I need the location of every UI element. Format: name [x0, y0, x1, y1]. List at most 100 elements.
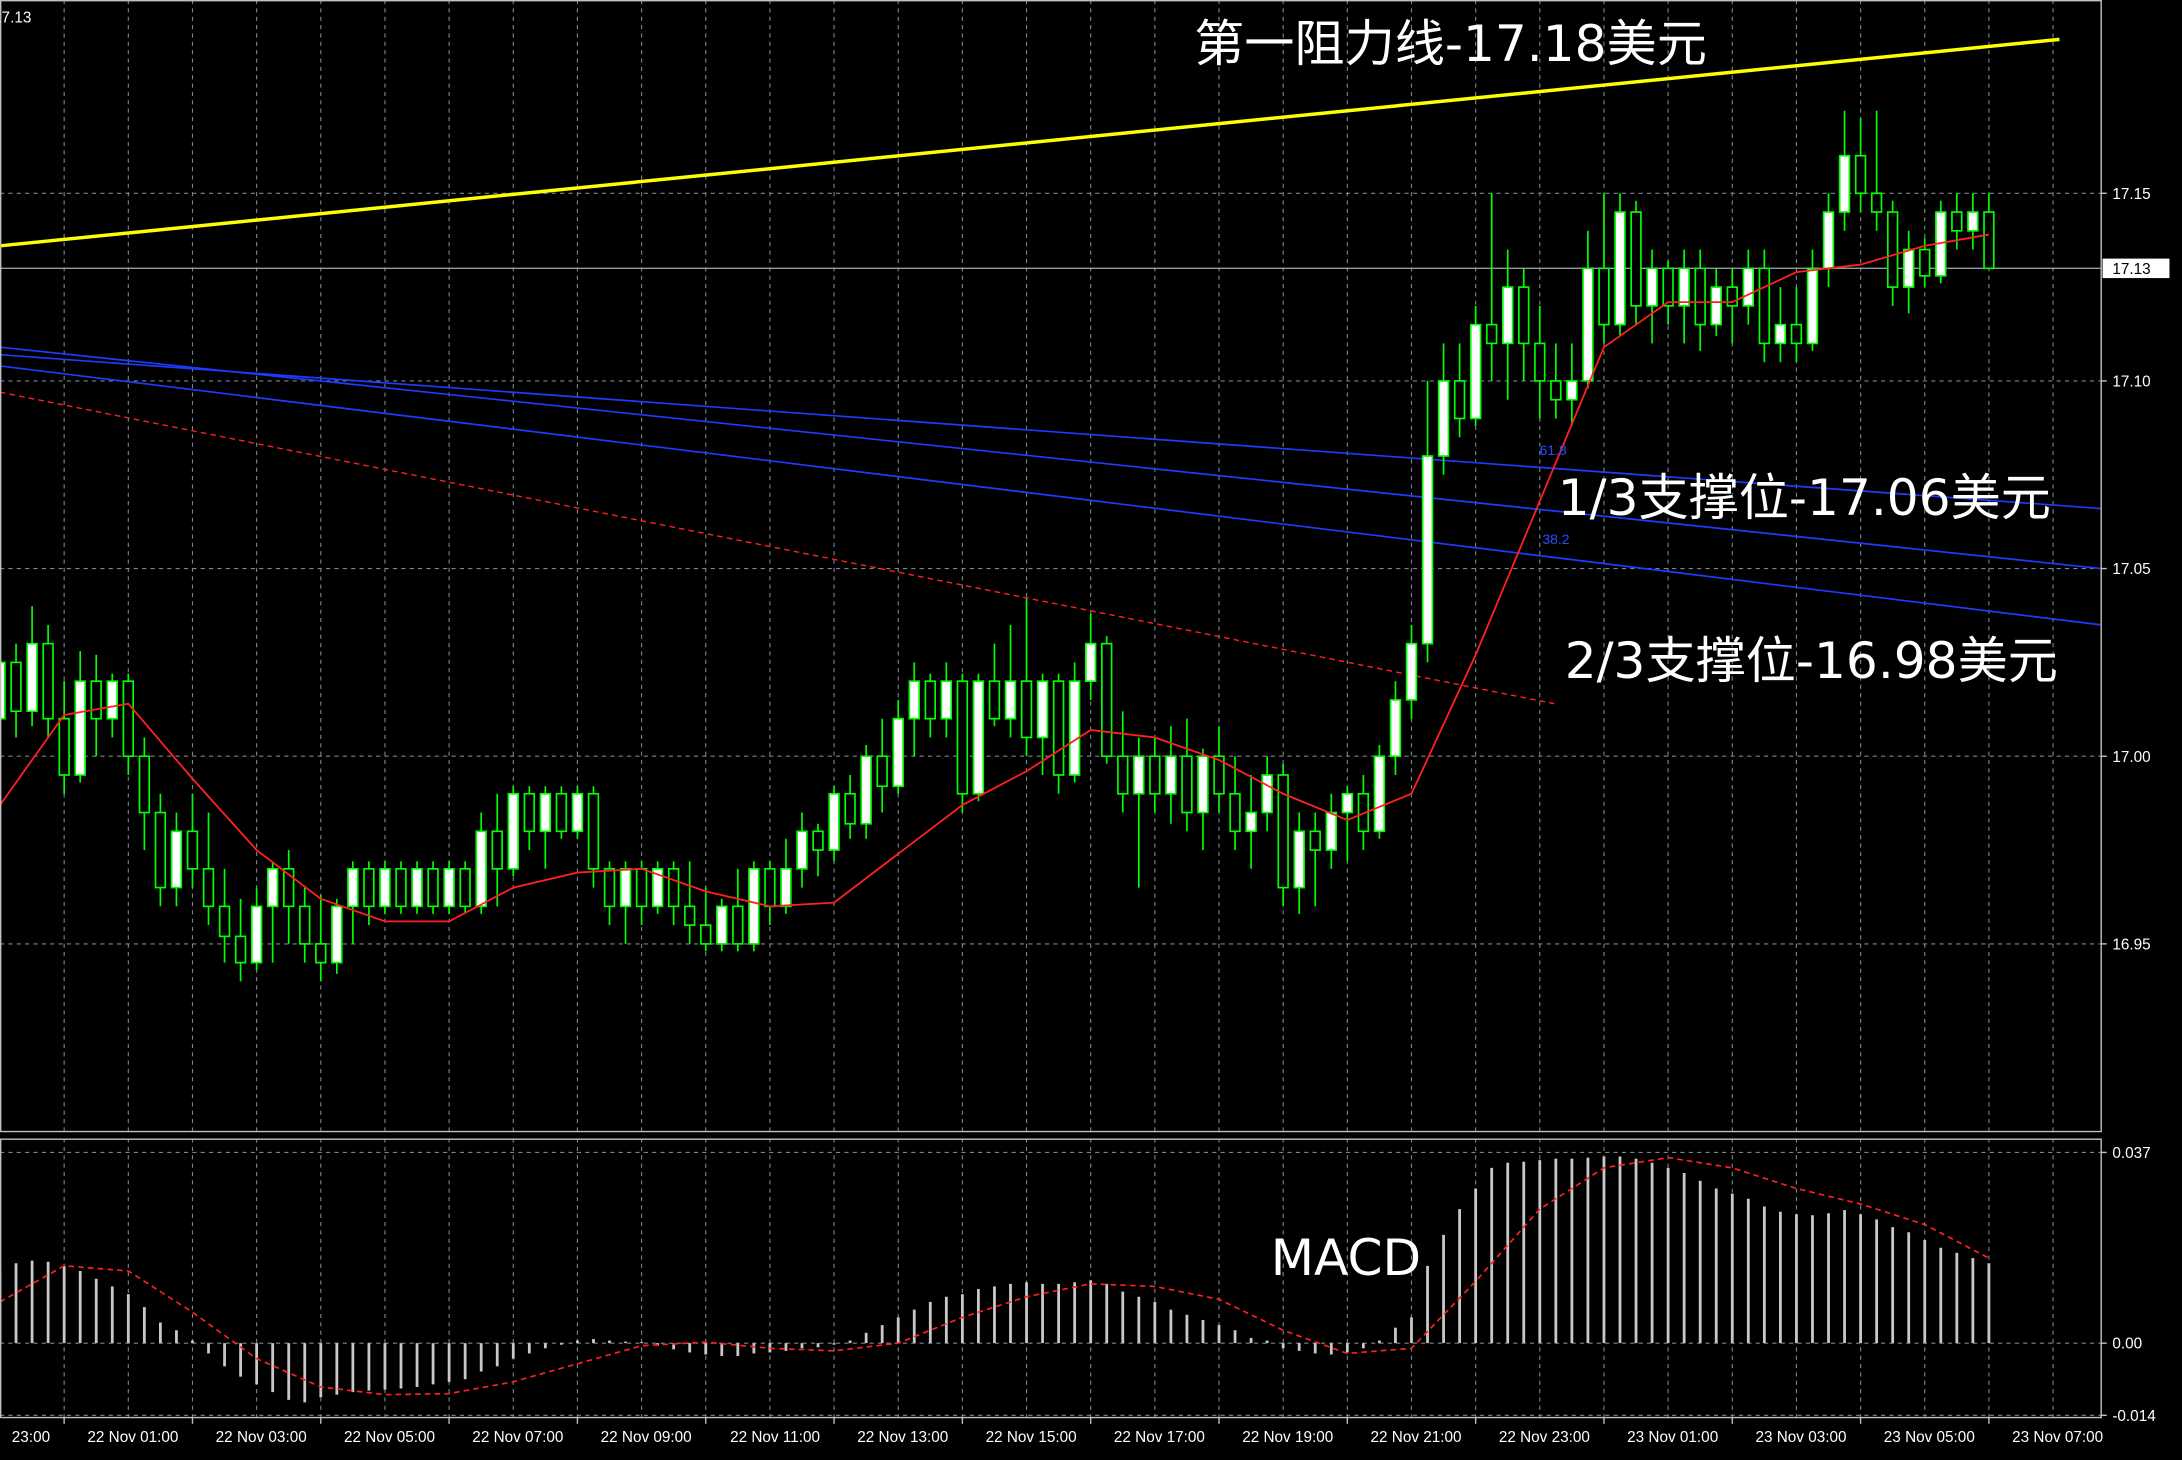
candle-body [1036, 680, 1049, 739]
candle-body [170, 830, 183, 889]
candle-body [1742, 267, 1755, 307]
candle-body [972, 680, 985, 795]
x-tick-label: 22 Nov 05:00 [344, 1429, 435, 1446]
macd-panel-border [0, 1138, 2102, 1419]
candle-body [1886, 211, 1899, 288]
candle-body [1421, 455, 1434, 645]
candle-body [363, 867, 375, 908]
candle-body [1694, 267, 1706, 326]
candle-body [10, 661, 22, 713]
x-tick-label: 23:00 [12, 1429, 50, 1446]
candle-body [1469, 323, 1482, 420]
candle-body [1405, 642, 1418, 701]
x-tick-label: 22 Nov 11:00 [730, 1429, 820, 1446]
x-tick-label: 23 Nov 07:00 [2012, 1429, 2103, 1446]
candle-body [1870, 192, 1883, 213]
candle-body [1052, 680, 1065, 776]
x-tick-label: 22 Nov 19:00 [1242, 1429, 1333, 1446]
candle-body [1967, 211, 1979, 232]
candle-body [603, 867, 616, 908]
last-price-label: 17.13 [2112, 261, 2150, 278]
candle-body [331, 905, 343, 964]
candle-body [683, 905, 696, 926]
candle-body [828, 792, 840, 851]
candle-body [1662, 267, 1674, 307]
candle-body [1630, 211, 1642, 307]
y-tick-label: -0.014 [2112, 1408, 2156, 1425]
candle-body [1806, 267, 1819, 345]
candle-body [379, 867, 391, 908]
x-tick-label: 22 Nov 17:00 [1114, 1429, 1205, 1446]
candle-body [1341, 792, 1354, 814]
candle-body [186, 830, 199, 870]
candle-body [571, 792, 584, 833]
candle-body [1389, 699, 1402, 758]
candle-body [1710, 286, 1722, 326]
candle-body [716, 905, 728, 945]
candle-body [700, 924, 712, 945]
candle-body [138, 755, 151, 814]
candle-body [122, 680, 135, 758]
candle-body [1774, 323, 1787, 345]
last-price-box [2102, 258, 2170, 279]
candle-body [427, 867, 439, 908]
candle-body [1502, 286, 1514, 345]
candle-body [154, 811, 167, 889]
candle-body [1919, 248, 1931, 277]
candle-body [1229, 792, 1241, 833]
candle-body [42, 642, 54, 720]
candle-body [956, 680, 969, 795]
trend-line [0, 391, 1555, 705]
candle-body [1838, 154, 1851, 213]
candle-body [58, 717, 70, 776]
axes: 16.95 17.00 17.05 17.10 17.15 17.13 -0.014 0.00… [12, 186, 2170, 1446]
candle-body [1614, 211, 1626, 326]
fib-label: 38.2 [1542, 531, 1569, 547]
candle-body [90, 680, 102, 720]
y-tick-label: 17.05 [2112, 561, 2150, 578]
candle-body [924, 680, 937, 720]
x-tick-label: 22 Nov 13:00 [857, 1429, 948, 1446]
candle-body [667, 867, 680, 908]
annotation: 1/3支撑位-17.06美元 [1558, 468, 2051, 527]
candle-body [1133, 755, 1145, 795]
candle-body [523, 792, 536, 833]
candle-body [26, 642, 38, 713]
candle-body [218, 905, 231, 938]
candle-body [1582, 267, 1594, 382]
price-header: 17.13 [0, 9, 31, 26]
candle-body [1983, 211, 1995, 270]
indicator-label: MACD [1271, 1228, 1421, 1287]
candle-body [411, 867, 423, 908]
fib-label: 61.8 [1540, 442, 1567, 458]
candle-body [1020, 680, 1033, 739]
y-tick-label: 0.00 [2112, 1336, 2142, 1353]
candle-body [1678, 267, 1690, 307]
candle-body [844, 792, 856, 825]
candle-body [1309, 830, 1321, 851]
candle-body [507, 792, 519, 870]
y-tick-label: 17.15 [2112, 186, 2150, 203]
x-tick-label: 23 Nov 01:00 [1627, 1429, 1718, 1446]
candle-body [475, 830, 487, 908]
trend-line [0, 346, 2102, 570]
candle-body [1951, 211, 1963, 232]
price-panel-border [0, 0, 2102, 1133]
y-tick-label: 0.037 [2112, 1145, 2150, 1162]
candle-body [635, 867, 648, 908]
candle-body [1213, 755, 1225, 795]
candle-body [315, 943, 327, 964]
candle-body [1790, 323, 1803, 345]
x-tick-label: 22 Nov 15:00 [986, 1429, 1077, 1446]
candle-body [555, 792, 568, 833]
candle-body [780, 867, 792, 908]
x-tick-label: 23 Nov 03:00 [1755, 1429, 1846, 1446]
candle-body [1293, 830, 1305, 889]
candle-body [860, 755, 872, 825]
candle-body [892, 717, 904, 788]
candle-body [1437, 380, 1450, 457]
candle-body [1534, 342, 1546, 382]
trend-line [0, 365, 2102, 626]
y-tick-label: 17.00 [2112, 749, 2150, 766]
